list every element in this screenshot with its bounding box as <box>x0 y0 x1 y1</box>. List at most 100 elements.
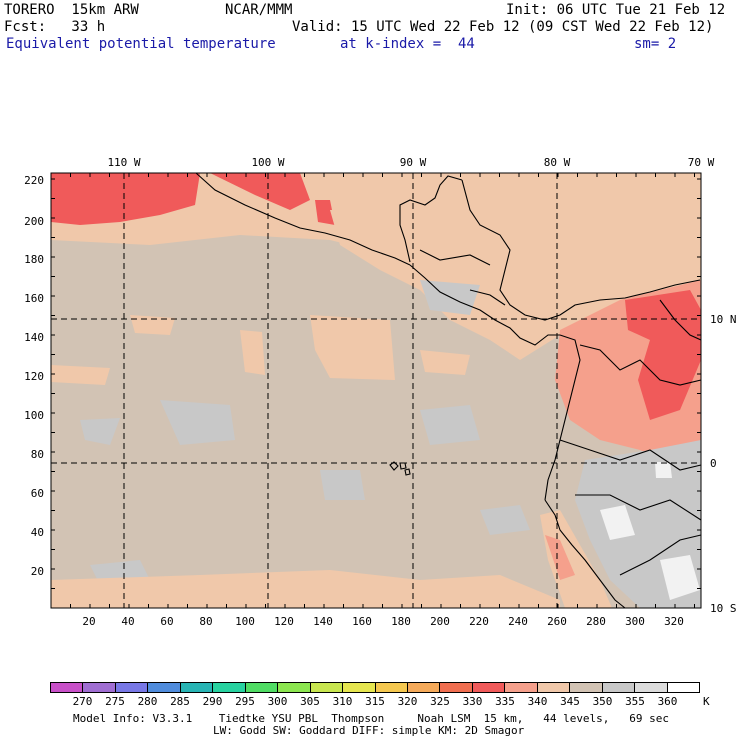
y-tick-40: 40 <box>31 526 44 539</box>
border-6 <box>469 289 506 306</box>
north-hot-band <box>51 173 200 225</box>
x-tick-60: 60 <box>160 615 173 628</box>
colorbar-swatch <box>213 683 246 692</box>
mexico-coast <box>195 172 411 266</box>
colorbar-swatch <box>602 683 636 692</box>
smoothing-info: sm= 2 <box>634 36 677 52</box>
central-america-coast <box>409 264 560 346</box>
colorbar-label: 360 <box>657 695 678 708</box>
colorbar-swatch <box>51 683 84 692</box>
mexico-coast-hot <box>210 173 310 210</box>
ecuador-peru-coast <box>544 499 626 609</box>
lon-label-70w: 70 W <box>688 156 715 169</box>
ocean-gray-7 <box>320 470 365 500</box>
colorbar-label: 340 <box>527 695 548 708</box>
colorbar-swatch <box>245 683 279 692</box>
field-name: Equivalent potential temperature <box>6 36 276 52</box>
x-tick-20: 20 <box>82 615 95 628</box>
ocean-gray-6 <box>480 505 530 535</box>
x-tick-280: 280 <box>586 615 606 628</box>
ocean-warm-1 <box>310 315 395 380</box>
theta-e-shading <box>51 173 701 608</box>
ocean-warm-4 <box>51 365 110 385</box>
mexico-spot <box>315 200 335 225</box>
border-7 <box>659 299 702 341</box>
x-tick-160: 160 <box>352 615 372 628</box>
lon-label-80w: 80 W <box>544 156 571 169</box>
lon-label-100w: 100 W <box>251 156 284 169</box>
colorbar-label: 300 <box>267 695 288 708</box>
x-tick-320: 320 <box>664 615 684 628</box>
y-tick-120: 120 <box>24 370 44 383</box>
center-name: NCAR/MMM <box>225 2 293 18</box>
colorbar-swatch <box>407 683 441 692</box>
colorbar-swatch <box>310 683 344 692</box>
colorbar-swatch <box>180 683 214 692</box>
colorbar-swatch <box>570 683 603 692</box>
border-3 <box>575 494 702 521</box>
y-tick-100: 100 <box>24 409 44 422</box>
model-info-line1: Model Info: V3.3.1 Tiedtke YSU PBL Thomp… <box>73 712 670 725</box>
colorbar-swatch <box>537 683 571 692</box>
coastlines <box>195 172 702 609</box>
x-tick-300: 300 <box>625 615 645 628</box>
model-name: TORERO 15km ARW <box>4 2 139 18</box>
ocean-gray-3 <box>80 418 120 445</box>
x-tick-260: 260 <box>547 615 567 628</box>
y-tick-200: 200 <box>24 215 44 228</box>
colorbar-swatch <box>343 683 376 692</box>
init-time: Init: 06 UTC Tue 21 Feb 12 <box>506 2 726 18</box>
y-tick-60: 60 <box>31 487 44 500</box>
lat-label-10n: 10 N <box>710 313 737 326</box>
x-tick-100: 100 <box>235 615 255 628</box>
lat-label-0: 0 <box>710 457 717 470</box>
x-tick-140: 140 <box>313 615 333 628</box>
colorbar-label: 315 <box>365 695 385 708</box>
border-5 <box>419 249 491 266</box>
colorbar-swatch <box>440 683 473 692</box>
y-tick-220: 220 <box>24 174 44 187</box>
x-tick-120: 120 <box>274 615 294 628</box>
y-tick-180: 180 <box>24 253 44 266</box>
border-4 <box>619 534 702 576</box>
colorbar-swatch <box>375 683 408 692</box>
colorbar-label: 345 <box>560 695 580 708</box>
map-frame <box>50 172 702 609</box>
colorbar-label: 270 <box>72 695 93 708</box>
colorbar-label: 305 <box>300 695 320 708</box>
colorbar-swatch <box>148 683 181 692</box>
caribbean-coast <box>461 179 701 321</box>
lon-label-110w: 110 W <box>107 156 140 169</box>
colorbar-unit: K <box>703 695 710 708</box>
colorbar-swatch <box>115 683 149 692</box>
x-tick-180: 180 <box>391 615 411 628</box>
weather-map: 110 W 100 W 90 W 80 W 70 W 10 N 0 10 S 2… <box>24 156 736 628</box>
x-tick-80: 80 <box>199 615 212 628</box>
valid-time: Valid: 15 UTC Wed 22 Feb 12 (09 CST Wed … <box>292 19 714 35</box>
lon-label-90w: 90 W <box>400 156 427 169</box>
andes-light <box>600 505 635 540</box>
x-tick-200: 200 <box>430 615 450 628</box>
peru-coast-hot <box>545 535 575 580</box>
lat-label-10s: 10 S <box>710 602 737 615</box>
yucatan-coast <box>399 175 463 263</box>
colorbar-label: 285 <box>170 695 190 708</box>
central-america-warm <box>330 205 701 360</box>
colorbar-label: 325 <box>430 695 450 708</box>
y-tick-160: 160 <box>24 292 44 305</box>
colorbar-swatch <box>83 683 116 692</box>
colorbar-label: 350 <box>592 695 613 708</box>
level-info: at k-index = 44 <box>340 36 475 52</box>
axis-labels: 110 W 100 W 90 W 80 W 70 W 10 N 0 10 S 2… <box>24 156 736 628</box>
model-info-line2: LW: Godd SW: Goddard DIFF: simple KM: 2D… <box>213 724 525 737</box>
x-tick-220: 220 <box>469 615 489 628</box>
y-tick-20: 20 <box>31 565 44 578</box>
colorbar-swatch <box>472 683 506 692</box>
y-tick-80: 80 <box>31 448 44 461</box>
axis-ticks <box>51 173 701 608</box>
ocean-warm-6 <box>420 350 470 375</box>
andes-light-2 <box>660 555 700 600</box>
x-tick-40: 40 <box>121 615 134 628</box>
border-2 <box>559 439 702 471</box>
lat-lon-grid <box>51 173 701 608</box>
